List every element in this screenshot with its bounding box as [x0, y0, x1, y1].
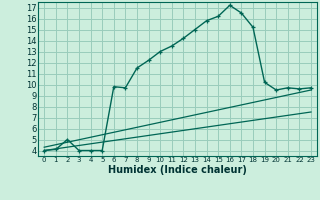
X-axis label: Humidex (Indice chaleur): Humidex (Indice chaleur): [108, 165, 247, 175]
